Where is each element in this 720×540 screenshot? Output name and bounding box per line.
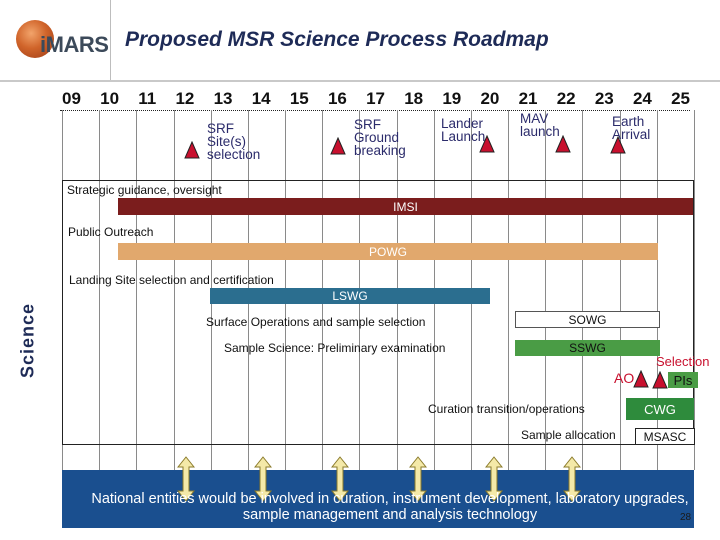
milestone-label-mav-launch: MAV launch: [520, 111, 560, 139]
milestone-marker-icon: [555, 135, 571, 153]
powg-bar: POWG: [118, 243, 658, 260]
year-label: 17: [366, 89, 385, 108]
double-arrow-icon: [562, 456, 582, 502]
science-side-label: Science: [17, 302, 38, 379]
year-gridline: [173, 110, 175, 470]
sample-science-label: Sample Science: Preliminary examination: [224, 341, 446, 355]
mars-globe-icon: [16, 20, 54, 58]
msasc-box: MSASC: [635, 428, 695, 445]
cwg-bar: CWG: [626, 398, 694, 420]
strategic-guidance-label: Strategic guidance, oversight: [67, 183, 222, 197]
year-gridline: [508, 110, 510, 470]
national-entities-text: National entities would be involved in c…: [91, 491, 689, 523]
year-label: 11: [138, 89, 157, 108]
year-label: 22: [556, 89, 576, 108]
milestone-label-lander-launch: Lander Launch: [441, 116, 486, 144]
logo-text: iMARS: [40, 32, 109, 57]
year-gridline: [656, 110, 658, 470]
page-title: Proposed MSR Science Process Roadmap: [125, 28, 549, 51]
year-gridline: [619, 110, 621, 470]
year-label: 23: [594, 89, 614, 108]
year-label: 24: [632, 89, 652, 108]
page-number: 28: [680, 512, 692, 523]
selection-label: Selection: [656, 354, 710, 369]
science-frame: [62, 180, 694, 445]
year-label: 18: [404, 89, 424, 108]
double-arrow-icon: [484, 456, 504, 502]
milestone-label-srf-ground: SRF Ground breaking: [354, 117, 406, 158]
year-gridline: [582, 110, 584, 470]
year-label: 12: [175, 89, 195, 108]
year-label: 13: [213, 89, 233, 108]
milestone-marker-icon: [330, 137, 346, 155]
year-label: 21: [518, 89, 538, 108]
header-rule: [0, 80, 720, 82]
double-arrow-icon: [253, 456, 273, 502]
year-axis: 09 10 11 12 13 14 15 16 17 18 19 20 21 2…: [62, 89, 690, 111]
year-gridline: [99, 110, 101, 470]
milestone-label-earth-arrival: Earth Arrival: [612, 114, 651, 142]
curation-label: Curation transition/operations: [428, 402, 585, 416]
milestone-marker-icon: [184, 141, 200, 159]
imars-logo: iMARS: [10, 12, 109, 68]
public-outreach-label: Public Outreach: [68, 225, 154, 239]
surface-operations-label: Surface Operations and sample selection: [206, 315, 426, 329]
year-label: 15: [289, 89, 309, 108]
year-label: 14: [251, 89, 271, 108]
year-gridline: [694, 110, 695, 470]
year-axis-line: [60, 110, 690, 111]
double-arrow-icon: [408, 456, 428, 502]
milestone-label-srf-site: SRF Site(s) selection: [207, 121, 261, 162]
milestone-marker-icon: [479, 135, 495, 153]
year-label: 19: [442, 89, 462, 108]
double-arrow-icon: [330, 456, 350, 502]
ao-marker-icon: [633, 370, 649, 388]
landing-site-label: Landing Site selection and certification: [69, 273, 274, 287]
sowg-bar: SOWG: [515, 311, 660, 328]
lswg-bar: LSWG: [210, 288, 490, 304]
year-gridline: [545, 110, 547, 470]
header-divider: [110, 0, 111, 80]
double-arrow-icon: [176, 456, 196, 502]
year-label: 20: [480, 89, 500, 108]
pis-box: PIs: [668, 372, 698, 388]
imsi-bar: IMSI: [118, 198, 693, 215]
sample-allocation-label: Sample allocation: [521, 428, 616, 442]
year-label: 09: [62, 89, 81, 108]
ao-label: AO: [614, 370, 635, 386]
year-label: 16: [327, 89, 347, 108]
year-label: 10: [100, 89, 120, 108]
milestone-marker-icon: [610, 136, 626, 154]
sswg-bar: SSWG: [515, 340, 660, 356]
national-entities-band: [62, 470, 694, 528]
selection-marker-icon: [652, 371, 668, 389]
year-label: 25: [671, 89, 690, 108]
year-gridline: [136, 110, 138, 470]
